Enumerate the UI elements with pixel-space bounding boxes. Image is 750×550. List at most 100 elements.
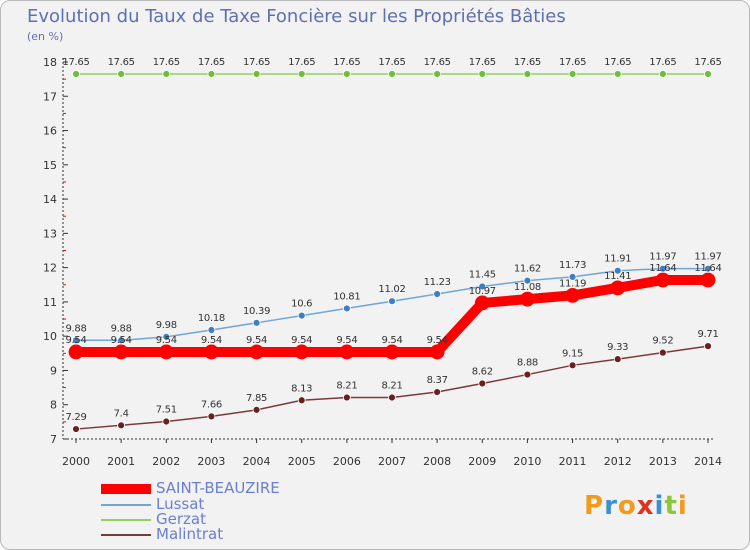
data-label-malintrat: 7.4: [114, 408, 129, 419]
x-tick-label: 2001: [107, 455, 135, 468]
data-point-gerzat: [207, 70, 216, 78]
data-label-lussat: 11.62: [514, 264, 541, 275]
chart-title: Evolution du Taux de Taxe Foncière sur l…: [27, 6, 566, 27]
data-label-gerzat: 17.65: [333, 57, 360, 68]
data-label-lussat: 10.18: [198, 313, 225, 324]
data-label-saint-beauzire: 11.19: [559, 278, 586, 289]
data-point-lussat: [252, 318, 261, 327]
data-label-gerzat: 17.65: [62, 57, 89, 68]
data-label-lussat: 10.81: [333, 291, 360, 302]
data-label-gerzat: 17.65: [288, 57, 315, 68]
data-point-gerzat: [478, 70, 487, 78]
data-point-saint-beauzire: [384, 344, 400, 360]
data-point-saint-beauzire: [474, 295, 490, 311]
y-tick-label: 18: [43, 56, 57, 69]
data-point-saint-beauzire: [158, 344, 174, 360]
data-point-malintrat: [704, 342, 712, 351]
x-tick-label: 2014: [694, 455, 722, 468]
data-label-saint-beauzire: 11.64: [694, 263, 721, 274]
data-label-malintrat: 8.21: [336, 381, 357, 392]
data-point-malintrat: [207, 412, 216, 421]
data-label-gerzat: 17.65: [604, 57, 631, 68]
data-point-saint-beauzire: [204, 344, 219, 360]
legend-swatch-malintrat: [101, 534, 151, 536]
data-point-gerzat: [117, 70, 126, 78]
data-point-malintrat: [523, 370, 532, 379]
data-point-lussat: [162, 332, 171, 341]
data-point-saint-beauzire: [520, 291, 535, 307]
data-point-malintrat: [252, 405, 261, 414]
data-point-malintrat: [297, 396, 306, 405]
y-tick-label: 9: [50, 364, 57, 377]
data-label-gerzat: 17.65: [153, 57, 180, 68]
x-tick-label: 2011: [559, 455, 587, 468]
data-point-malintrat: [117, 421, 126, 430]
x-tick-label: 2010: [513, 455, 541, 468]
data-point-lussat: [388, 297, 396, 306]
data-label-lussat: 11.23: [424, 277, 451, 288]
axes: 7 8 9 10 11 12 13 14 15 16 17 18 2000 2001 2002 2003 200…: [43, 56, 722, 468]
y-tick-label: 8: [50, 399, 57, 412]
data-point-malintrat: [478, 379, 487, 388]
data-label-saint-beauzire: 9.54: [65, 335, 86, 346]
data-label-malintrat: 8.13: [291, 383, 312, 394]
legend-swatch-gerzat: [101, 519, 151, 521]
data-point-malintrat: [72, 425, 80, 433]
data-point-saint-beauzire: [429, 344, 445, 360]
data-label-saint-beauzire: 9.54: [111, 335, 132, 346]
data-label-malintrat: 9.15: [562, 348, 583, 359]
y-tick-label: 17: [43, 90, 57, 103]
data-point-lussat: [613, 266, 622, 275]
data-label-saint-beauzire: 11.08: [514, 282, 541, 293]
data-label-saint-beauzire: 9.54: [291, 335, 312, 346]
data-label-gerzat: 17.65: [378, 57, 405, 68]
data-label-malintrat: 9.71: [697, 329, 718, 340]
x-tick-label: 2003: [197, 455, 225, 468]
legend-label-malintrat: Malintrat: [156, 525, 224, 543]
data-point-saint-beauzire: [294, 344, 310, 360]
data-point-lussat: [297, 311, 306, 320]
data-label-lussat: 9.88: [65, 323, 86, 334]
data-label-lussat: 11.97: [694, 252, 721, 263]
data-point-malintrat: [658, 348, 667, 357]
data-label-saint-beauzire: 10.97: [469, 286, 496, 297]
data-point-malintrat: [388, 393, 396, 402]
x-tick-label: 2006: [333, 455, 361, 468]
data-point-gerzat: [252, 70, 261, 78]
data-point-gerzat: [568, 70, 577, 78]
proxiti-logo: Proxiti: [584, 491, 688, 521]
data-label-gerzat: 17.65: [469, 57, 496, 68]
data-point-malintrat: [433, 388, 442, 396]
data-point-lussat: [117, 336, 126, 345]
data-point-saint-beauzire: [565, 287, 580, 303]
y-tick-label: 10: [43, 330, 57, 343]
y-tick-label: 11: [43, 296, 57, 309]
data-point-saint-beauzire: [68, 344, 84, 360]
data-label-saint-beauzire: 11.64: [649, 263, 676, 274]
data-point-malintrat: [342, 393, 351, 402]
data-point-lussat: [433, 290, 442, 298]
data-point-lussat: [342, 304, 351, 313]
data-label-saint-beauzire: 9.54: [336, 335, 357, 346]
data-label-malintrat: 8.88: [517, 358, 538, 369]
data-point-saint-beauzire: [700, 272, 716, 288]
data-point-malintrat: [162, 417, 171, 426]
data-label-saint-beauzire: 9.54: [246, 335, 267, 346]
y-tick-label: 15: [43, 159, 57, 172]
y-tick-label: 12: [43, 262, 57, 275]
data-label-gerzat: 17.65: [514, 57, 541, 68]
data-point-saint-beauzire: [610, 280, 626, 296]
data-label-malintrat: 7.51: [156, 405, 177, 416]
data-point-lussat: [704, 264, 712, 273]
data-label-saint-beauzire: 9.54: [156, 335, 177, 346]
data-label-gerzat: 17.65: [108, 57, 135, 68]
x-tick-label: 2008: [423, 455, 451, 468]
y-tick-label: 13: [43, 227, 57, 240]
data-point-lussat: [72, 336, 80, 345]
data-label-malintrat: 7.66: [201, 399, 222, 410]
legend-label-gerzat: Gerzat: [156, 510, 206, 528]
data-point-saint-beauzire: [655, 272, 671, 288]
data-label-malintrat: 7.85: [246, 393, 267, 404]
